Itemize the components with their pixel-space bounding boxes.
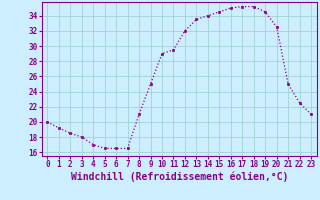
X-axis label: Windchill (Refroidissement éolien,°C): Windchill (Refroidissement éolien,°C) (70, 172, 288, 182)
